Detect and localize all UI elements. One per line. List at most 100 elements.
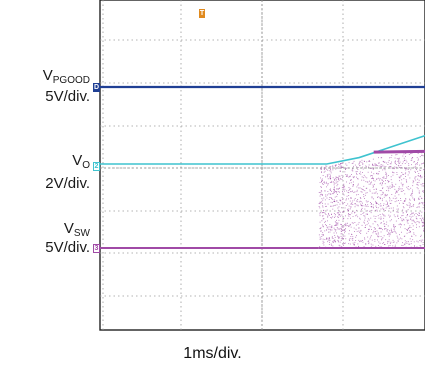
- vsw-sample-point: [402, 242, 403, 243]
- vsw-sample-point: [342, 215, 343, 216]
- vsw-sample-point: [379, 166, 380, 167]
- vo-label-sub: O: [82, 160, 90, 171]
- vsw-sample-point: [361, 230, 362, 231]
- vsw-sample-point: [371, 203, 372, 204]
- vsw-sample-point: [327, 174, 328, 175]
- vsw-sample-point: [368, 167, 369, 168]
- vsw-sample-point: [359, 222, 360, 223]
- vsw-sample-point: [408, 209, 409, 210]
- vsw-sample-point: [392, 185, 393, 186]
- vsw-sample-point: [409, 199, 410, 200]
- vsw-sample-point: [328, 240, 329, 241]
- vsw-sample-point: [350, 225, 351, 226]
- vsw-sample-point: [362, 205, 363, 206]
- vsw-sample-point: [320, 196, 321, 197]
- vsw-sample-point: [382, 165, 383, 166]
- vsw-sample-point: [352, 169, 353, 170]
- vsw-sample-point: [331, 227, 332, 228]
- vsw-sample-point: [371, 182, 372, 183]
- vsw-sample-point: [325, 224, 326, 225]
- trigger-marker: T: [199, 9, 205, 18]
- vsw-sample-point: [349, 226, 350, 227]
- vsw-sample-point: [333, 238, 334, 239]
- vsw-sample-point: [326, 239, 327, 240]
- vsw-sample-point: [350, 188, 351, 189]
- vsw-sample-point: [402, 184, 403, 185]
- vsw-sample-point: [386, 208, 387, 209]
- vsw-sample-point: [337, 223, 338, 224]
- vsw-sample-point: [405, 243, 406, 244]
- vsw-sample-point: [349, 206, 350, 207]
- vsw-sample-point: [405, 240, 406, 241]
- vsw-sample-point: [364, 175, 365, 176]
- vsw-sample-point: [393, 210, 394, 211]
- vsw-sample-point: [383, 209, 384, 210]
- vsw-sample-point: [343, 193, 344, 194]
- vsw-sample-point: [403, 219, 404, 220]
- vsw-sample-point: [365, 225, 366, 226]
- vsw-sample-point: [376, 192, 377, 193]
- vsw-sample-point: [320, 182, 321, 183]
- vsw-sample-point: [351, 198, 352, 199]
- vsw-sample-point: [397, 215, 398, 216]
- vsw-sample-point: [365, 195, 366, 196]
- vsw-sample-point: [339, 206, 340, 207]
- vsw-sample-point: [417, 179, 418, 180]
- vsw-sample-point: [370, 182, 371, 183]
- vsw-sample-point: [352, 170, 353, 171]
- vsw-sample-point: [414, 200, 415, 201]
- vsw-sample-point: [415, 164, 416, 165]
- vsw-sample-point: [378, 178, 379, 179]
- vsw-sample-point: [325, 204, 326, 205]
- vsw-sample-point: [360, 197, 361, 198]
- vsw-sample-point: [359, 163, 360, 164]
- vsw-sample-point: [418, 242, 419, 243]
- vsw-sample-point: [347, 196, 348, 197]
- vsw-sample-point: [373, 186, 374, 187]
- vsw-sample-point: [369, 165, 370, 166]
- vsw-sample-point: [380, 183, 381, 184]
- vsw-sample-point: [336, 177, 337, 178]
- vsw-sample-point: [409, 171, 410, 172]
- vsw-sample-point: [339, 220, 340, 221]
- vsw-sample-point: [344, 171, 345, 172]
- vsw-sample-point: [392, 187, 393, 188]
- vsw-sample-point: [418, 159, 419, 160]
- vsw-sample-point: [382, 208, 383, 209]
- vsw-sample-point: [388, 175, 389, 176]
- vsw-sample-point: [369, 220, 370, 221]
- vsw-sample-point: [334, 188, 335, 189]
- vsw-sample-point: [324, 172, 325, 173]
- vsw-sample-point: [370, 191, 371, 192]
- vsw-sample-point: [405, 198, 406, 199]
- vsw-sample-point: [327, 170, 328, 171]
- vsw-sample-point: [420, 156, 421, 157]
- vsw-sample-point: [352, 240, 353, 241]
- vsw-sample-point: [413, 220, 414, 221]
- vsw-sample-point: [377, 211, 378, 212]
- vsw-sample-point: [397, 216, 398, 217]
- vsw-sample-point: [410, 195, 411, 196]
- vsw-sample-point: [369, 161, 370, 162]
- vsw-sample-point: [389, 160, 390, 161]
- vsw-sample-point: [363, 169, 364, 170]
- vsw-sample-point: [358, 194, 359, 195]
- vsw-sample-point: [386, 173, 387, 174]
- vsw-sample-point: [363, 205, 364, 206]
- vsw-sample-point: [338, 164, 339, 165]
- vsw-sample-point: [404, 220, 405, 221]
- vsw-sample-point: [348, 195, 349, 196]
- vsw-sample-point: [342, 202, 343, 203]
- vsw-sample-point: [422, 191, 423, 192]
- vsw-sample-point: [404, 201, 405, 202]
- vsw-sample-point: [343, 185, 344, 186]
- vsw-sample-point: [409, 232, 410, 233]
- vsw-sample-point: [363, 194, 364, 195]
- vsw-sample-point: [399, 203, 400, 204]
- vsw-sample-point: [375, 246, 376, 247]
- vsw-sample-point: [407, 214, 408, 215]
- vsw-sample-point: [418, 160, 419, 161]
- vsw-sample-point: [341, 238, 342, 239]
- vsw-sample-point: [404, 200, 405, 201]
- vsw-sample-point: [406, 241, 407, 242]
